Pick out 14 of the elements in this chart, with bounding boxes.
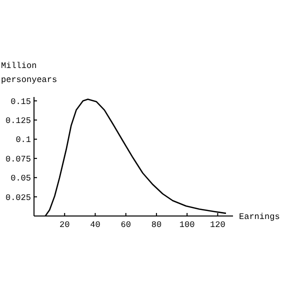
y-tick-label: 0.025 xyxy=(5,192,31,203)
y-tick-label: 0.15 xyxy=(10,96,31,107)
y-tick-label: 0.125 xyxy=(5,116,31,126)
x-tick-label: 60 xyxy=(120,220,131,230)
y-tick-label: 0.1 xyxy=(16,135,31,146)
x-tick-label: 120 xyxy=(210,220,226,230)
y-tick-label: 0.075 xyxy=(5,154,31,164)
x-tick-label: 20 xyxy=(60,220,70,230)
x-tick-label: 80 xyxy=(151,220,162,230)
x-axis-title: Earnings xyxy=(239,212,280,222)
y-tick-label: 0.05 xyxy=(10,174,31,184)
x-tick-label: 100 xyxy=(179,220,195,230)
x-tick-label: 40 xyxy=(90,220,100,230)
y-axis-title: Million personyears xyxy=(1,61,58,85)
